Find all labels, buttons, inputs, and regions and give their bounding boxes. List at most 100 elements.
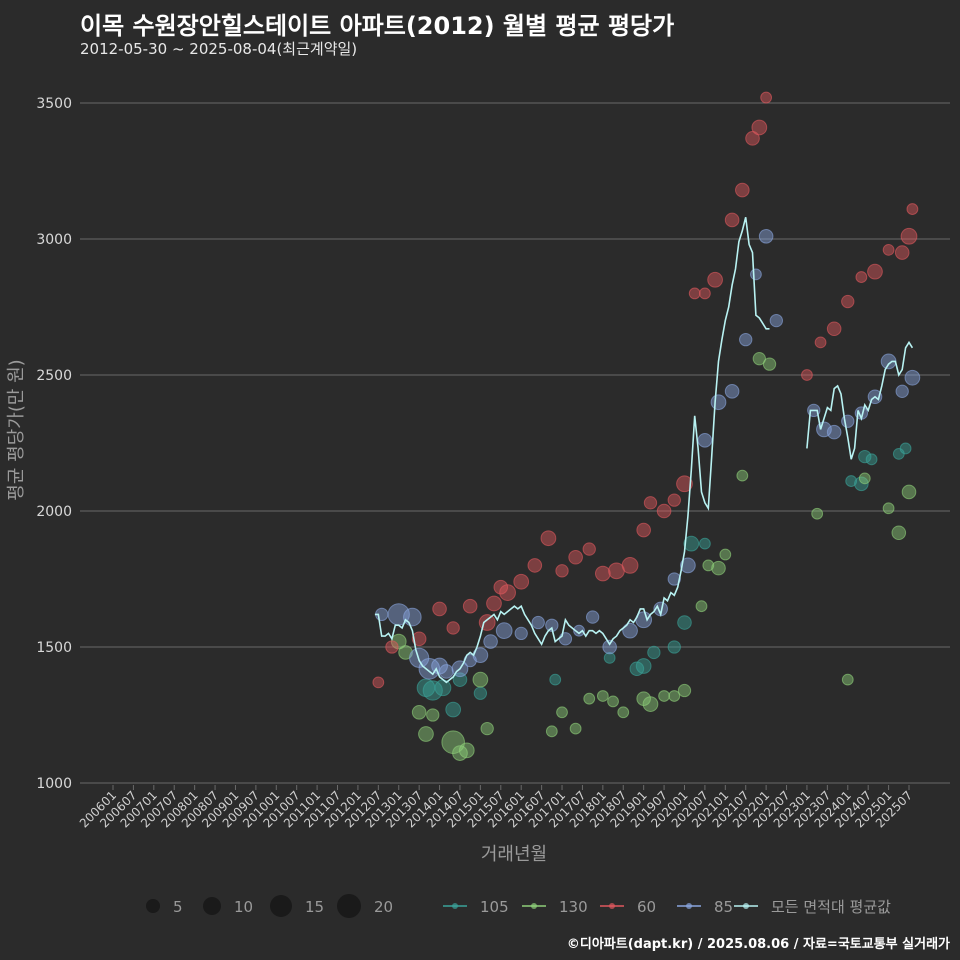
point-105 bbox=[845, 475, 858, 487]
point-130 bbox=[458, 742, 475, 759]
point-85 bbox=[739, 332, 753, 347]
point-60 bbox=[486, 595, 502, 612]
point-85 bbox=[573, 624, 585, 637]
point-130 bbox=[882, 502, 895, 515]
point-105 bbox=[445, 701, 462, 718]
legend-size-dot bbox=[146, 899, 160, 913]
point-60 bbox=[801, 369, 813, 381]
point-130 bbox=[841, 673, 854, 686]
point-85 bbox=[602, 639, 617, 655]
point-130 bbox=[607, 695, 619, 708]
point-130 bbox=[752, 352, 766, 366]
point-85 bbox=[826, 424, 842, 440]
point-85 bbox=[514, 626, 528, 641]
y-tick-label: 1000 bbox=[36, 776, 72, 792]
point-60 bbox=[594, 565, 611, 582]
point-130 bbox=[811, 507, 824, 520]
legend-size-label: 5 bbox=[173, 898, 183, 916]
point-60 bbox=[882, 243, 895, 256]
point-105 bbox=[647, 645, 661, 660]
point-130 bbox=[426, 708, 440, 722]
point-60 bbox=[446, 621, 460, 635]
point-105 bbox=[899, 442, 912, 455]
legend-series-label: 130 bbox=[559, 898, 588, 916]
point-60 bbox=[688, 287, 701, 300]
legend-size-label: 15 bbox=[305, 898, 324, 916]
point-60 bbox=[499, 584, 516, 601]
point-60 bbox=[636, 522, 651, 538]
point-60 bbox=[855, 271, 868, 283]
point-60 bbox=[621, 557, 639, 574]
point-105 bbox=[699, 537, 711, 550]
point-105 bbox=[549, 673, 562, 686]
point-85 bbox=[904, 369, 921, 386]
legend-series-dot bbox=[452, 903, 458, 909]
point-60 bbox=[462, 598, 478, 614]
x-tick-labels: 2006012006072007012007072008012008072009… bbox=[77, 785, 915, 831]
legend-size-dot bbox=[337, 894, 361, 918]
point-130 bbox=[441, 730, 465, 754]
y-tick-labels: 1000 1500 2000 2500 3000 3500 bbox=[36, 96, 72, 792]
legend-series-label: 모든 면적대 평균값 bbox=[771, 898, 891, 916]
point-85 bbox=[439, 664, 454, 679]
y-tick-label: 3000 bbox=[36, 232, 72, 248]
point-130 bbox=[418, 726, 434, 742]
y-axis-label: 평균 평당가(만 원) bbox=[6, 359, 27, 500]
point-105 bbox=[858, 449, 872, 464]
point-60 bbox=[513, 573, 530, 590]
y-tick-label: 3500 bbox=[36, 96, 72, 112]
point-130 bbox=[658, 690, 670, 702]
point-130 bbox=[545, 725, 558, 738]
chart-title: 이목 수원장안힐스테이트 아파트(2012) 월별 평균 평당가 bbox=[80, 12, 675, 40]
point-105 bbox=[422, 680, 443, 701]
footer-credit: ©디아파트(dapt.kr) / 2025.08.06 / 자료=국토교통부 실… bbox=[566, 937, 950, 952]
point-130 bbox=[891, 525, 907, 541]
point-60 bbox=[493, 579, 509, 595]
point-60 bbox=[372, 676, 385, 689]
point-60 bbox=[582, 542, 596, 556]
point-60 bbox=[867, 263, 883, 280]
point-130 bbox=[617, 706, 630, 719]
point-130 bbox=[719, 548, 732, 561]
point-85 bbox=[545, 618, 559, 632]
point-130 bbox=[390, 633, 407, 650]
point-105 bbox=[854, 476, 869, 492]
legend-size-label: 10 bbox=[234, 898, 253, 916]
point-85 bbox=[710, 394, 727, 411]
point-85 bbox=[758, 228, 774, 244]
point-130 bbox=[642, 696, 659, 712]
legend-size-label: 20 bbox=[374, 898, 393, 916]
point-60 bbox=[385, 640, 399, 654]
grid-lines bbox=[80, 102, 950, 784]
point-60 bbox=[751, 119, 768, 136]
point-130 bbox=[583, 692, 596, 705]
point-60 bbox=[894, 245, 910, 260]
legend-series-label: 60 bbox=[637, 898, 656, 916]
point-85 bbox=[724, 384, 740, 399]
point-130 bbox=[901, 484, 917, 500]
point-60 bbox=[656, 503, 672, 519]
point-85 bbox=[403, 607, 422, 627]
point-130 bbox=[398, 645, 413, 660]
point-105 bbox=[677, 615, 692, 630]
average-line-segment bbox=[806, 340, 914, 460]
point-60 bbox=[900, 227, 918, 245]
point-130 bbox=[556, 706, 568, 719]
point-85 bbox=[483, 634, 498, 649]
point-60 bbox=[643, 496, 658, 510]
legend-series-label: 85 bbox=[714, 898, 733, 916]
point-130 bbox=[695, 600, 708, 613]
point-130 bbox=[411, 704, 427, 720]
y-tick-label: 2000 bbox=[36, 504, 72, 520]
legend-series-dot bbox=[743, 903, 749, 909]
point-85 bbox=[531, 615, 545, 630]
point-85 bbox=[680, 557, 696, 574]
point-60 bbox=[411, 631, 427, 647]
point-130 bbox=[762, 357, 777, 371]
point-60 bbox=[527, 558, 543, 573]
point-60 bbox=[555, 564, 569, 578]
point-85 bbox=[697, 432, 713, 448]
point-60 bbox=[724, 212, 740, 228]
point-105 bbox=[683, 535, 700, 552]
